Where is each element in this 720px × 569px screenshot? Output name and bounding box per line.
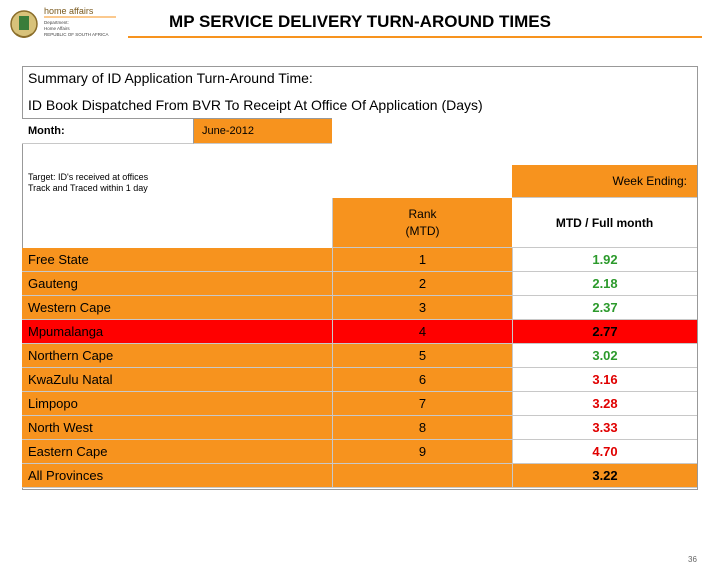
province-name: Northern Cape bbox=[22, 344, 332, 368]
province-name: North West bbox=[22, 416, 332, 440]
province-rank: 9 bbox=[332, 440, 512, 464]
province-mtd: 3.02 bbox=[512, 344, 697, 368]
header-mtd: MTD / Full month bbox=[512, 198, 697, 248]
month-label: Month: bbox=[22, 118, 193, 144]
province-mtd: 4.70 bbox=[512, 440, 697, 464]
month-value: June-2012 bbox=[193, 118, 332, 144]
province-rank bbox=[332, 464, 512, 488]
summary-subheading: ID Book Dispatched From BVR To Receipt A… bbox=[28, 97, 483, 113]
province-name: KwaZulu Natal bbox=[22, 368, 332, 392]
logo-text: Department: bbox=[44, 20, 69, 25]
logo: home affairs Department: Home Affairs RE… bbox=[10, 6, 116, 38]
province-mtd: 3.22 bbox=[512, 464, 697, 488]
province-name: Eastern Cape bbox=[22, 440, 332, 464]
province-rank: 3 bbox=[332, 296, 512, 320]
summary-heading: Summary of ID Application Turn-Around Ti… bbox=[28, 70, 313, 86]
province-mtd: 1.92 bbox=[512, 248, 697, 272]
province-rank: 8 bbox=[332, 416, 512, 440]
province-rank: 5 bbox=[332, 344, 512, 368]
target-line: Target: ID's received at offices bbox=[28, 172, 149, 182]
province-rank: 4 bbox=[332, 320, 512, 344]
page-number: 36 bbox=[688, 555, 697, 564]
logo-name: home affairs bbox=[44, 6, 94, 16]
province-rank: 6 bbox=[332, 368, 512, 392]
province-mtd: 3.16 bbox=[512, 368, 697, 392]
province-mtd: 2.18 bbox=[512, 272, 697, 296]
province-mtd: 3.28 bbox=[512, 392, 697, 416]
province-mtd: 2.37 bbox=[512, 296, 697, 320]
province-rank: 7 bbox=[332, 392, 512, 416]
province-name: Mpumalanga bbox=[22, 320, 332, 344]
province-name: Western Cape bbox=[22, 296, 332, 320]
header-rank: Rank (MTD) bbox=[405, 206, 440, 238]
province-name: Free State bbox=[22, 248, 332, 272]
province-mtd: 2.77 bbox=[512, 320, 697, 344]
logo-text: REPUBLIC OF SOUTH AFRICA bbox=[44, 32, 109, 37]
logo-text: Home Affairs bbox=[44, 26, 70, 31]
title-rule bbox=[128, 36, 702, 38]
province-name: Gauteng bbox=[22, 272, 332, 296]
province-name: Limpopo bbox=[22, 392, 332, 416]
province-rank: 1 bbox=[332, 248, 512, 272]
week-ending: Week Ending: bbox=[512, 165, 697, 198]
title: MP SERVICE DELIVERY TURN-AROUND TIMES bbox=[169, 12, 551, 31]
header-cell: Rank (MTD) bbox=[332, 198, 512, 248]
target-note: Target: ID's received at offices Track a… bbox=[28, 172, 148, 194]
province-rank: 2 bbox=[332, 272, 512, 296]
province-mtd: 3.33 bbox=[512, 416, 697, 440]
province-name: All Provinces bbox=[22, 464, 332, 488]
target-line: Track and Traced within 1 day bbox=[28, 183, 148, 193]
